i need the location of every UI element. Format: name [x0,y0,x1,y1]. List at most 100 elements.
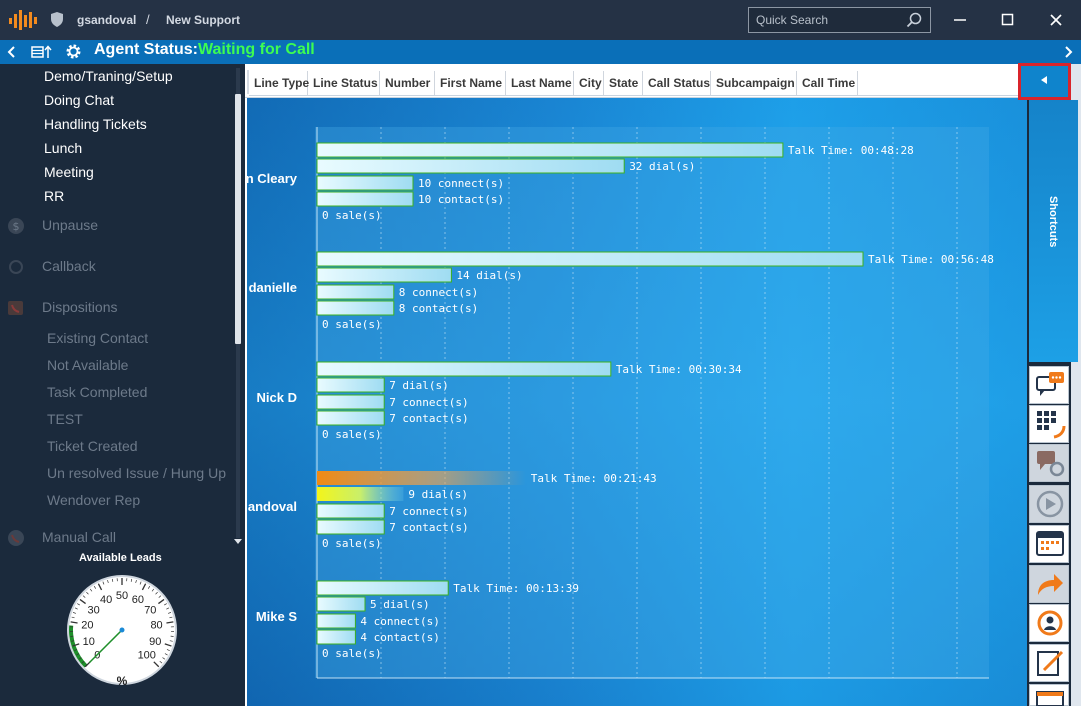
quick-search-box[interactable] [748,7,931,33]
gauge-tick-label: 40 [100,594,112,606]
gauge-tick [77,603,81,606]
bar-contacts [316,191,414,207]
disposition-wendover-rep[interactable]: Wendover Rep [47,492,141,508]
status-item-meeting[interactable]: Meeting [44,164,94,180]
available-leads-title: Available Leads [79,552,162,564]
col-call-status[interactable]: Call Status [643,71,711,95]
status-item-rr[interactable]: RR [44,188,65,204]
agent-bar-group: Nick D Talk Time: 00:30:34 7 dial(s) 7 conn… [257,361,742,441]
disposition-not-available[interactable]: Not Available [47,357,129,373]
bar-label-talk-time: Talk Time: 00:56:48 [868,253,994,266]
disposition-existing-contact[interactable]: Existing Contact [47,330,149,346]
shortcut-grid-calendar-button[interactable] [1029,684,1069,706]
shortcut-calendar-button[interactable] [1029,525,1069,563]
agent-status-label: Agent Status: [94,41,198,58]
status-item-doing-chat[interactable]: Doing Chat [44,92,115,108]
gauge-tick-label: 90 [149,636,161,648]
manual-call-label: Manual Call [42,529,116,545]
bar-label-connects: 7 connect(s) [389,505,468,518]
username-label[interactable]: gsandoval [77,13,137,27]
bar-label-dials: 9 dial(s) [408,488,468,501]
unpause-label: Unpause [42,217,99,233]
gauge-tick-label: 50 [116,590,128,602]
edit-icon [1037,650,1064,676]
bar-label-talk-time: Talk Time: 00:21:43 [531,472,657,485]
gauge-tick [162,657,166,660]
agent-status-value: Waiting for Call [198,41,315,58]
col-line-type[interactable]: Line Type [249,71,309,95]
bar-label-connects: 8 connect(s) [399,286,478,299]
maximize-icon [1001,13,1014,26]
scrollbar-thumb[interactable] [235,94,241,344]
col-line-status[interactable]: Line Status [308,71,380,95]
quick-search-input[interactable] [749,8,899,32]
col-state[interactable]: State [604,71,643,95]
col-call-time[interactable]: Call Time [797,71,858,95]
gauge-tick [79,598,86,605]
layout-icon[interactable] [31,44,53,60]
bar-label-sales: 0 sale(s) [322,428,382,441]
sidebar: Demo/Traning/Setup Doing Chat Handling T… [0,64,245,706]
gauge-tick [74,649,78,651]
dialpad-phone-icon [1037,411,1066,439]
col-number[interactable]: Number [380,71,435,95]
gauge-tick [97,583,103,591]
scroll-down-icon[interactable] [233,536,243,546]
bar-label-talk-time: Talk Time: 00:48:28 [788,144,914,157]
chart-bars: n Cleary Talk Time: 00:48:28 32 dial(s) 10 … [247,142,994,660]
shortcut-chat-settings-button[interactable] [1029,444,1069,482]
phone-card-icon [8,301,23,315]
shortcuts-panel[interactable]: Shortcuts [1029,100,1078,362]
col-city[interactable]: City [574,71,604,95]
sidebar-scrollbar[interactable] [233,64,243,546]
shield-icon [51,12,63,27]
disposition-task-completed[interactable]: Task Completed [47,384,148,400]
search-icon[interactable] [906,12,922,28]
bar-label-contacts: 7 contact(s) [389,521,468,534]
disposition-unresolved-issue[interactable]: Un resolved Issue / Hung Up [47,465,226,481]
grid-calendar-icon [1036,691,1064,706]
shortcut-play-button[interactable] [1029,485,1069,523]
status-item-lunch[interactable]: Lunch [44,140,83,156]
gauge-tick [84,661,91,668]
status-item-handling-tickets[interactable]: Handling Tickets [44,116,147,132]
shortcut-edit-button[interactable] [1029,644,1069,682]
disposition-ticket-created[interactable]: Ticket Created [47,438,138,454]
bar-label-contacts: 8 contact(s) [399,302,478,315]
col-subcampaign[interactable]: Subcampaign [711,71,797,95]
shortcut-dialpad-button[interactable] [1029,405,1069,443]
minimize-button[interactable] [936,0,984,40]
gauge-tick [158,598,165,605]
bar-contacts [316,300,395,316]
disposition-test[interactable]: TEST [47,411,83,427]
col-first-name[interactable]: First Name [435,71,506,95]
maximize-button[interactable] [984,0,1032,40]
shortcut-chat-button[interactable] [1029,366,1069,404]
bar-talk-time [316,142,784,158]
shortcuts-label: Shortcuts [1047,196,1059,247]
gauge-hub [119,627,125,633]
gauge-tick [72,612,77,614]
chat-icon [1036,372,1064,396]
gauge-tick [86,591,89,595]
bar-label-sales: 0 sale(s) [322,537,382,550]
shortcut-refresh-user-button[interactable] [1029,604,1069,642]
gauge-tick [102,581,105,585]
bar-label-sales: 0 sale(s) [322,209,382,222]
shortcut-transfer-button[interactable] [1029,565,1069,603]
campaign-label[interactable]: New Support [166,13,240,27]
chevron-left-icon[interactable] [6,45,18,59]
gauge-tick [151,588,155,592]
col-last-name[interactable]: Last Name [506,71,574,95]
gear-icon[interactable] [65,43,82,60]
gauge-tick [71,640,75,642]
chevron-right-icon[interactable] [1062,45,1074,59]
right-panel-strip [1071,64,1081,706]
collapse-panel-button[interactable] [1018,63,1071,100]
bar-connects [316,503,385,519]
status-item-demo[interactable]: Demo/Traning/Setup [44,68,173,84]
agent-name-label: Nick D [257,390,297,405]
bar-label-connects: 4 connect(s) [360,615,439,628]
main-panel: Line Type Line Status Number First Name … [245,64,1027,706]
close-button[interactable] [1032,0,1080,40]
